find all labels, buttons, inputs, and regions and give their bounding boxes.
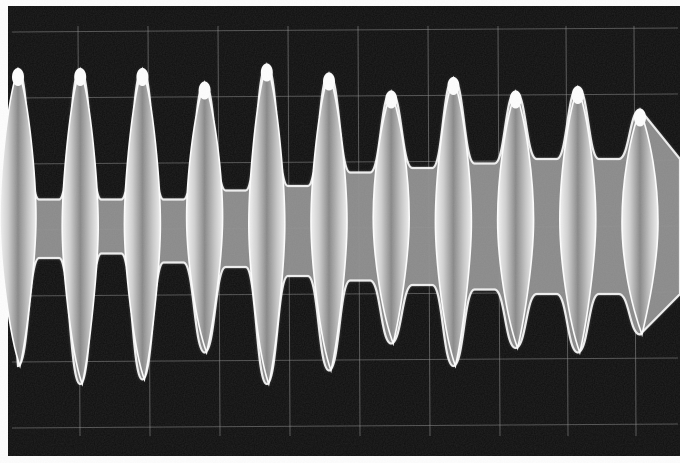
film-grain xyxy=(8,6,680,456)
